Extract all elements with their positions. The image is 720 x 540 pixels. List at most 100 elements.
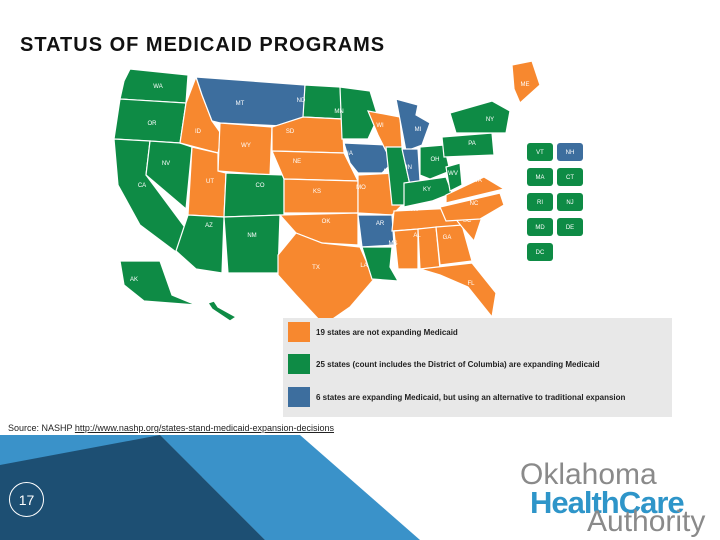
footer-dark-band (0, 435, 265, 540)
state-box-ct (557, 168, 583, 186)
footer-right-band (160, 435, 420, 540)
state-nm (223, 214, 281, 274)
state-me (511, 60, 541, 105)
source-citation: Source: NASHP http://www.nashp.org/state… (8, 423, 334, 433)
state-label-oh: OH (431, 157, 440, 163)
state-ms (393, 228, 419, 270)
state-label-la: LA (360, 263, 367, 269)
state-label-de: DE (566, 225, 574, 231)
state-label-tx: TX (312, 265, 320, 271)
state-nc (439, 192, 505, 222)
state-label-ar: AR (376, 221, 385, 227)
state-co (223, 172, 285, 218)
state-label-ga: GA (443, 235, 452, 241)
state-label-nd: ND (297, 98, 306, 104)
state-label-ok: OK (322, 219, 331, 225)
state-label-wa: WA (153, 84, 162, 90)
state-ak (119, 260, 197, 306)
state-box-nh (557, 143, 583, 161)
logo-line-3: Authority (587, 505, 706, 538)
state-label-md: MD (535, 225, 545, 231)
state-label-id: ID (195, 129, 202, 135)
state-box-md (527, 218, 553, 236)
state-label-wv: WV (448, 171, 458, 177)
state-wy (217, 122, 273, 176)
footer-band (0, 435, 420, 540)
state-box-ri (527, 193, 553, 211)
legend-item-expanding: 25 states (count includes the District o… (288, 353, 600, 375)
source-label: Source: NASHP (8, 423, 75, 433)
state-label-sc: SC (463, 218, 472, 224)
state-label-wi: WI (376, 123, 384, 129)
state-label-pa: PA (468, 141, 476, 147)
legend-swatch-alternative (288, 387, 310, 407)
state-ga (435, 224, 473, 266)
state-box-ma (527, 168, 553, 186)
state-label-ut: UT (206, 179, 214, 185)
state-az (175, 214, 225, 274)
legend-label-not-expanding: 19 states are not expanding Medicaid (316, 327, 458, 337)
state-mt (195, 76, 306, 128)
state-label-az: AZ (205, 223, 213, 229)
state-label-ma: MA (536, 175, 545, 181)
state-label-mo: MO (356, 185, 366, 191)
legend-swatch-expanding (288, 354, 310, 374)
state-va (445, 176, 506, 204)
state-label-nh: NH (566, 150, 575, 156)
map-legend: 19 states are not expanding Medicaid 25 … (283, 318, 672, 417)
state-label-mi: MI (415, 127, 422, 133)
state-ks (283, 178, 359, 214)
state-label-sd: SD (286, 129, 295, 135)
state-ky (403, 176, 453, 208)
organization-logo: Oklahoma HealthCare Authority (520, 458, 720, 540)
legend-label-alternative: 6 states are expanding Medicaid, but usi… (316, 392, 626, 402)
legend-item-not-expanding: 19 states are not expanding Medicaid (288, 321, 458, 343)
state-ne (271, 150, 359, 182)
state-label-tn: TN (410, 207, 418, 213)
us-medicaid-map: WA OR CA NV ID MT WY UT CO AZ NM ND SD NE KS OK TX MN IA MO… (113, 60, 583, 326)
state-box-nj (557, 193, 583, 211)
logo-line-2: HealthCare (530, 485, 685, 520)
state-label-co: CO (256, 183, 265, 189)
state-label-ct: CT (566, 175, 574, 181)
legend-item-alternative: 6 states are expanding Medicaid, but usi… (288, 386, 625, 408)
state-label-ri: RI (537, 200, 543, 206)
state-label-ak: AK (130, 277, 138, 283)
state-wv (445, 162, 463, 192)
state-label-nc: NC (470, 201, 479, 207)
state-label-ne: NE (293, 159, 301, 165)
state-label-ny: NY (486, 117, 494, 123)
state-fl (419, 262, 497, 319)
page-number: 17 (9, 482, 44, 517)
state-label-va: VA (474, 178, 482, 184)
state-label-nj: NJ (566, 200, 573, 206)
state-mn (339, 86, 379, 140)
state-label-ms: MS (389, 241, 398, 247)
state-ar (357, 214, 395, 248)
legend-swatch-not-expanding (288, 322, 310, 342)
state-label-ks: KS (313, 189, 321, 195)
logo-line-1: Oklahoma (520, 458, 657, 491)
state-oh (419, 144, 451, 180)
state-label-wy: WY (241, 143, 251, 149)
state-label-hi: HI (233, 309, 239, 315)
state-box-dc (527, 243, 553, 261)
state-label-mt: MT (236, 101, 245, 107)
legend-label-expanding: 25 states (count includes the District o… (316, 359, 600, 369)
state-label-al: AL (413, 233, 421, 239)
state-label-ky: KY (423, 187, 431, 193)
slide-title: STATUS OF MEDICAID PROGRAMS (20, 34, 386, 56)
state-label-fl: FL (467, 281, 475, 287)
state-ok (278, 212, 359, 246)
source-link[interactable]: http://www.nashp.org/states-stand-medica… (74, 423, 335, 433)
state-la (361, 246, 400, 282)
state-nv (145, 140, 193, 211)
state-label-ca: CA (138, 183, 146, 189)
state-label-il: IL (383, 169, 389, 175)
state-box-de (557, 218, 583, 236)
state-hi (207, 300, 238, 322)
state-tx (277, 232, 375, 326)
state-label-or: OR (148, 121, 158, 127)
state-label-ia: IA (347, 151, 353, 157)
state-ny (449, 100, 511, 134)
